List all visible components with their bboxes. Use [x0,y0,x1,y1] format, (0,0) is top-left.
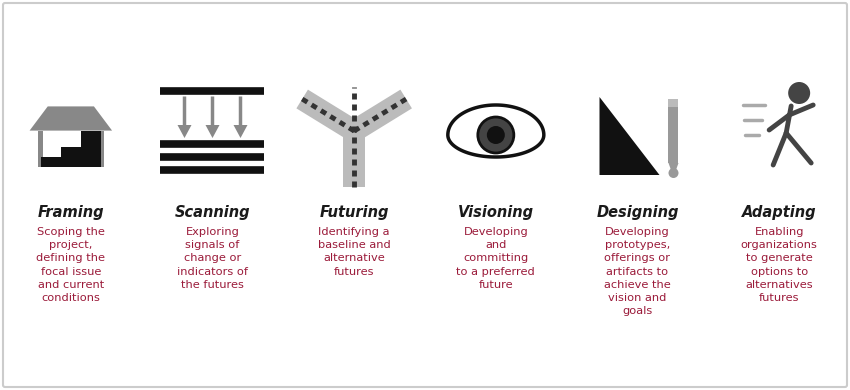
Circle shape [487,126,505,144]
Polygon shape [30,106,112,131]
Polygon shape [206,125,219,138]
Polygon shape [178,125,191,138]
Text: Futuring: Futuring [320,205,389,220]
Polygon shape [348,90,412,140]
Text: Adapting: Adapting [742,205,817,220]
Text: Framing: Framing [37,205,105,220]
Circle shape [668,168,678,178]
Bar [668,107,678,163]
Text: Developing
prototypes,
offerings or
artifacts to
achieve the
vision and
goals: Developing prototypes, offerings or arti… [604,227,671,316]
Circle shape [478,117,514,153]
Polygon shape [668,163,678,177]
Text: Visioning: Visioning [458,205,534,220]
Circle shape [788,82,810,104]
Polygon shape [234,125,247,138]
Polygon shape [599,97,660,175]
Polygon shape [297,90,360,140]
Bar [99,131,104,167]
Text: Scanning: Scanning [175,205,250,220]
Bar [668,99,678,107]
Bar [61,147,101,157]
Text: Scoping the
project,
defining the
focal issue
and current
conditions: Scoping the project, defining the focal … [37,227,105,303]
Text: Designing: Designing [596,205,679,220]
Bar [41,157,101,167]
Polygon shape [343,131,366,187]
Bar [38,131,43,167]
Text: Developing
and
committing
to a preferred
future: Developing and committing to a preferred… [456,227,536,290]
FancyBboxPatch shape [3,3,847,387]
Text: Exploring
signals of
change or
indicators of
the futures: Exploring signals of change or indicator… [177,227,248,290]
Polygon shape [448,105,544,157]
Bar [81,131,101,147]
Text: Identifying a
baseline and
alternative
futures: Identifying a baseline and alternative f… [318,227,390,277]
Text: Enabling
organizations
to generate
options to
alternatives
futures: Enabling organizations to generate optio… [740,227,818,303]
